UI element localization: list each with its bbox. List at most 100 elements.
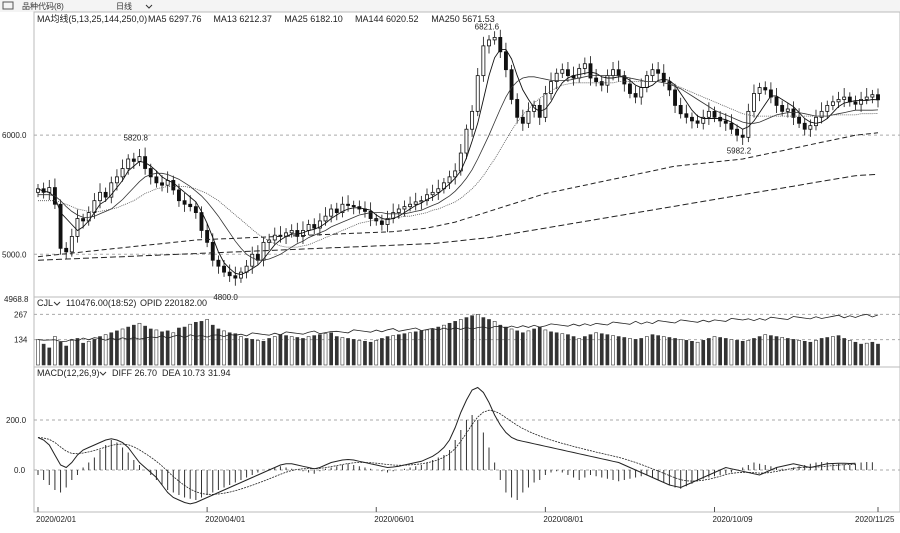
volume-bar [244, 338, 249, 366]
volume-bar [520, 332, 525, 366]
volume-bar [616, 336, 621, 366]
candle-body [830, 101, 835, 106]
volume-bar [853, 341, 858, 366]
macd-value-readout: 31.94 [208, 368, 231, 378]
volume-bar [526, 330, 531, 366]
volume-bar [532, 328, 536, 366]
candle-body [825, 105, 830, 112]
volume-bar [712, 336, 717, 366]
candle-body [605, 75, 610, 86]
volume-bar [306, 336, 311, 366]
volume-label[interactable]: CJL [37, 298, 53, 308]
candle-body [577, 68, 582, 79]
volume-bar [323, 333, 328, 366]
volume-bar [160, 331, 164, 366]
volume-bar [859, 343, 863, 366]
candle-body [289, 230, 294, 234]
volume-bar [723, 338, 728, 366]
candle-body [712, 110, 717, 118]
volume-bar [752, 338, 756, 366]
candle-body [690, 116, 694, 122]
x-tick-label: 2020/04/01 [205, 515, 246, 524]
macd-dea-readout: DEA 10.73 [162, 368, 205, 378]
candle-body [222, 265, 226, 273]
volume-bar [487, 319, 491, 366]
volume-bar [876, 343, 880, 366]
volume-bar [267, 338, 271, 366]
volume-bar [757, 336, 762, 366]
volume-bar [419, 330, 424, 366]
candle-body [554, 72, 559, 82]
candle-body [498, 37, 503, 53]
candle-body [436, 188, 441, 193]
volume-bar [701, 340, 706, 366]
volume-bar [368, 341, 373, 366]
volume-bar [498, 324, 503, 366]
volume-bar [740, 340, 745, 366]
ma-indicator-label[interactable]: MA均线(5,13,25,144,250,0) [37, 13, 147, 24]
annotation-high: 6821.6 [475, 22, 500, 31]
candle-body [757, 87, 762, 94]
volume-bar [69, 340, 74, 366]
candle-body [836, 99, 841, 103]
volume-bar [735, 340, 739, 366]
candle-body [340, 203, 345, 213]
volume-bar [690, 340, 694, 366]
macd-chevron-icon[interactable] [99, 371, 107, 376]
volume-bar [847, 340, 852, 366]
candle-body [306, 224, 311, 231]
candle-body [864, 96, 869, 100]
volume-bar [831, 336, 835, 366]
volume-bar [284, 335, 288, 366]
volume-bar [842, 338, 847, 366]
volume-bar [36, 339, 40, 366]
chevron-down-icon[interactable] [145, 4, 153, 9]
candle-body [701, 116, 706, 124]
volume-chevron-icon[interactable] [53, 301, 61, 306]
volume-bar [453, 321, 458, 366]
volume-bar [622, 337, 627, 366]
period-selector[interactable]: 日线 [116, 1, 132, 11]
volume-bar [802, 340, 807, 366]
candle-body [481, 45, 486, 77]
candle-body [312, 224, 317, 229]
candle-body [346, 203, 351, 206]
volume-bar [673, 338, 677, 366]
volume-bar [707, 338, 711, 366]
volume-bar [92, 339, 97, 366]
candle-body [98, 191, 102, 202]
candle-body [475, 75, 480, 112]
volume-bar [583, 336, 587, 366]
ma-readout-ma13: MA13 6212.37 [213, 14, 272, 24]
symbol-code[interactable]: 品种代码(8) [22, 1, 64, 11]
candle-body [622, 75, 627, 85]
candle-body [791, 108, 796, 118]
volume-bar [780, 337, 785, 366]
candle-body [216, 259, 221, 267]
candle-body [503, 51, 508, 71]
volume-bar [256, 340, 260, 366]
volume-bar [425, 329, 429, 366]
volume-bar [402, 333, 407, 366]
volume-bar [210, 324, 215, 366]
volume-bar [492, 321, 497, 366]
ma-readout-ma5: MA5 6297.76 [148, 14, 202, 24]
window-icon[interactable] [2, 1, 14, 10]
volume-bar [396, 334, 401, 366]
candle-body [69, 236, 74, 253]
volume-bar [667, 337, 672, 366]
candle-body [250, 253, 255, 267]
ma-line-ma13 [38, 75, 879, 261]
candle-body [379, 220, 384, 225]
macd-label[interactable]: MACD(12,26,9) [37, 368, 100, 378]
volume-bar [611, 335, 615, 366]
candle-body [154, 176, 159, 184]
candle-body [109, 182, 114, 198]
candle-body [785, 108, 790, 112]
candle-body [526, 110, 531, 124]
volume-bar [58, 341, 63, 366]
volume-bar [301, 338, 305, 366]
volume-bar [380, 338, 384, 366]
candle-body [729, 122, 734, 130]
